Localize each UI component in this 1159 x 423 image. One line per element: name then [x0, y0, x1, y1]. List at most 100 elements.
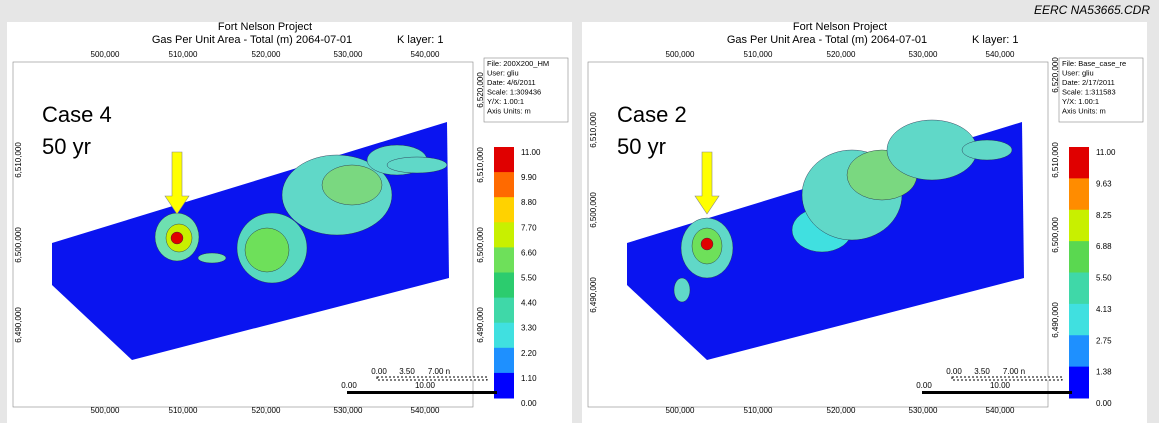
x-axis-label-bottom: 520,000: [252, 406, 281, 415]
colorbar-segment: [494, 272, 514, 299]
gas-contour: [700, 237, 714, 251]
colorbar-segment: [1069, 366, 1089, 399]
y-axis-label-left: 6,510,000: [14, 142, 23, 178]
info-line: Date: 2/17/2011: [1062, 78, 1115, 87]
colorbar-label: 4.13: [1096, 305, 1112, 314]
y-axis-label-left: 6,510,000: [589, 112, 598, 148]
case-label: Case 2: [617, 102, 687, 127]
arrow: [694, 151, 720, 215]
subtitle: Gas Per Unit Area - Total (m) 2064-07-01: [727, 34, 927, 46]
colorbar-label: 2.20: [521, 349, 537, 358]
colorbar-label: 9.90: [521, 173, 537, 182]
plot-frame: [587, 61, 1049, 408]
colorbar-segment: [1069, 209, 1089, 242]
plot-frame: [12, 61, 474, 408]
info-line: User: gliu: [487, 69, 519, 78]
scale-label: 10.00: [990, 381, 1011, 390]
duration-label: 50 yr: [42, 134, 91, 159]
scale-bar: [922, 391, 1072, 394]
layer: K layer: 1: [397, 34, 443, 46]
scale-label: 7.00 n: [1003, 367, 1025, 376]
x-axis-label-bottom: 530,000: [334, 406, 363, 415]
info-line: File: 200X200_HM: [487, 59, 549, 68]
y-axis-label-right: 6,500,000: [1051, 217, 1060, 253]
subtitle: Gas Per Unit Area - Total (m) 2064-07-01: [152, 34, 352, 46]
info-box: [483, 57, 569, 123]
x-axis-label-top: 510,000: [744, 50, 773, 59]
x-axis-label-top: 500,000: [91, 50, 120, 59]
x-axis-label-top: 530,000: [909, 50, 938, 59]
y-axis-label-left: 6,500,000: [14, 227, 23, 263]
colorbar-label: 6.88: [1096, 242, 1112, 251]
x-axis-label-top: 510,000: [169, 50, 198, 59]
info-line: User: gliu: [1062, 69, 1094, 78]
y-axis-label-left: 6,490,000: [589, 277, 598, 313]
colorbar-segment: [494, 147, 514, 173]
scale-label: 3.50: [399, 367, 415, 376]
colorbar-label: 8.25: [1096, 211, 1112, 220]
colorbar-segment: [494, 197, 514, 223]
y-axis-label-right: 6,520,000: [476, 72, 485, 108]
colorbar-segment: [494, 347, 514, 374]
info-line: Scale: 1:309436: [487, 88, 541, 97]
colorbar-segment: [1069, 272, 1089, 305]
colorbar-segment: [494, 297, 514, 324]
colorbar-label: 5.50: [521, 274, 537, 283]
gas-contour: [321, 164, 383, 206]
x-axis-label-bottom: 540,000: [986, 406, 1015, 415]
colorbar-segment: [1069, 303, 1089, 336]
gas-contour: [673, 277, 691, 303]
colorbar-label: 5.50: [1096, 274, 1112, 283]
colorbar-segment: [1069, 335, 1089, 368]
scale-label: 0.00: [341, 381, 357, 390]
colorbar-label: 11.00: [521, 148, 541, 157]
scale-label: 0.00: [916, 381, 932, 390]
colorbar-label: 11.00: [1096, 148, 1116, 157]
x-axis-label-bottom: 500,000: [91, 406, 120, 415]
gas-contour: [170, 231, 184, 245]
scale-label: 10.00: [415, 381, 436, 390]
colorbar-label: 0.00: [521, 399, 537, 408]
colorbar-label: 3.30: [521, 324, 537, 333]
colorbar-segment: [494, 172, 514, 198]
gas-contour: [244, 227, 290, 273]
scale-label: 3.50: [974, 367, 990, 376]
figure-id: EERC NA53665.CDR: [1034, 3, 1150, 17]
scale-label: 0.00: [946, 367, 962, 376]
x-axis-label-bottom: 510,000: [744, 406, 773, 415]
y-axis-label-right: 6,520,000: [1051, 57, 1060, 93]
colorbar-label: 9.63: [1096, 179, 1112, 188]
colorbar-segment: [1069, 178, 1089, 211]
x-axis-label-top: 530,000: [334, 50, 363, 59]
y-axis-label-right: 6,490,000: [1051, 302, 1060, 338]
colorbar-label: 2.75: [1096, 336, 1112, 345]
x-axis-label-top: 520,000: [827, 50, 856, 59]
scale-bar: [951, 376, 1063, 381]
case-label: Case 4: [42, 102, 112, 127]
y-axis-label-right: 6,500,000: [476, 227, 485, 263]
info-line: Axis Units: m: [487, 107, 531, 116]
colorbar-label: 8.80: [521, 198, 537, 207]
scale-label: 7.00 n: [428, 367, 450, 376]
x-axis-label-bottom: 530,000: [909, 406, 938, 415]
info-line: File: Base_case_re: [1062, 59, 1126, 68]
colorbar-segment: [1069, 147, 1089, 179]
x-axis-label-top: 500,000: [666, 50, 695, 59]
colorbar-label: 1.10: [521, 374, 537, 383]
y-axis-label-right: 6,490,000: [476, 307, 485, 343]
title: Fort Nelson Project: [793, 21, 887, 33]
x-axis-label-bottom: 500,000: [666, 406, 695, 415]
colorbar-label: 4.40: [521, 299, 537, 308]
colorbar-segment: [1069, 241, 1089, 273]
colorbar-label: 7.70: [521, 223, 537, 232]
x-axis-label-top: 520,000: [252, 50, 281, 59]
gas-contour: [961, 139, 1013, 161]
info-line: Date: 4/6/2011: [487, 78, 536, 87]
scale-bar: [347, 391, 497, 394]
gas-contour: [197, 252, 227, 264]
info-box: [1058, 57, 1144, 123]
title: Fort Nelson Project: [218, 21, 312, 33]
info-line: Axis Units: m: [1062, 107, 1106, 116]
scale-bar: [376, 376, 488, 381]
